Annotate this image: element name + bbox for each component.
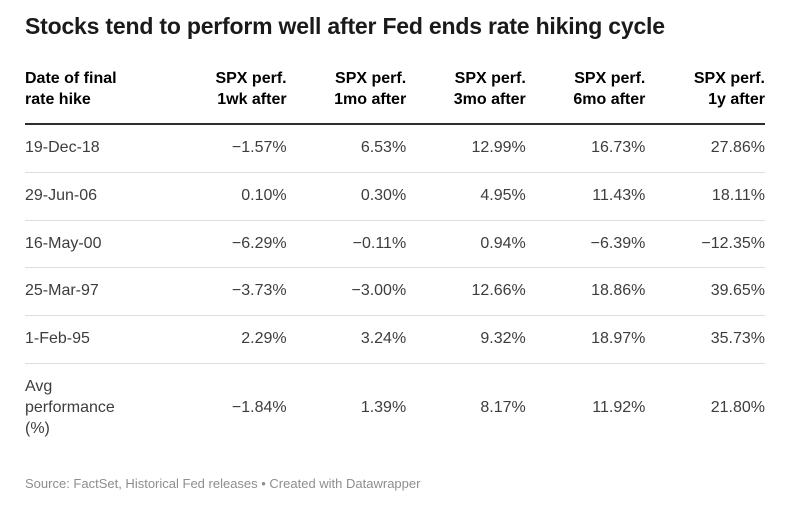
performance-table: Date of final rate hike SPX perf. 1wk af… [25,67,765,453]
value-cell: 12.66% [406,267,526,317]
value-cell: 12.99% [406,124,526,173]
value-cell: 9.32% [406,315,526,365]
value-cell: −1.84% [231,398,287,416]
table-row: 1-Feb-95 2.29% 3.24% 9.32% 18.97% 35.73% [25,315,765,365]
table-row-average: Avg performance (%) −1.84% 1.39% 8.17% 1… [25,364,765,453]
column-header-date: Date of final rate hike [25,67,167,126]
value-cell: −3.00% [286,267,407,317]
column-header-1mo: SPX perf. 1mo after [286,67,407,126]
column-header-3mo: SPX perf. 3mo after [406,67,526,126]
value-cell: 18.86% [525,267,646,317]
value-cell: 6.53% [286,124,407,173]
value-cell: 1.39% [360,398,407,416]
date-cell: 16-May-00 [25,220,167,269]
value-cell: 35.73% [645,315,765,365]
value-cell: 8.17% [480,398,526,416]
value-cell: 39.65% [645,267,765,317]
table-row: 16-May-00 −6.29% −0.11% 0.94% −6.39% −12… [25,220,765,269]
value-cell: 4.95% [406,172,526,221]
value-cell: 11.43% [525,172,646,221]
value-cell: −3.73% [167,267,287,317]
value-cell: 21.80% [710,398,765,416]
date-cell: 19-Dec-18 [25,124,167,173]
value-cell: 18.11% [645,172,765,221]
date-cell: 29-Jun-06 [25,172,167,221]
value-cell: −6.39% [525,220,646,269]
source-attribution: Source: FactSet, Historical Fed releases… [25,476,421,491]
column-header-1y: SPX perf. 1y after [645,67,765,126]
table-row: 25-Mar-97 −3.73% −3.00% 12.66% 18.86% 39… [25,267,765,317]
column-header-6mo: SPX perf. 6mo after [525,67,646,126]
table-row: 29-Jun-06 0.10% 0.30% 4.95% 11.43% 18.11… [25,172,765,221]
date-cell: 25-Mar-97 [25,267,167,317]
value-cell: 27.86% [645,124,765,173]
value-cell: −1.57% [167,124,287,173]
value-cell: 16.73% [525,124,646,173]
value-cell: −12.35% [645,220,765,269]
value-cell: −6.29% [167,220,287,269]
table-row: 19-Dec-18 −1.57% 6.53% 12.99% 16.73% 27.… [25,124,765,173]
value-cell: 2.29% [167,315,287,365]
page-title: Stocks tend to perform well after Fed en… [25,13,665,39]
date-cell: 1-Feb-95 [25,315,167,365]
header-row: Date of final rate hike SPX perf. 1wk af… [25,67,765,126]
value-cell: 0.94% [406,220,526,269]
column-header-1wk: SPX perf. 1wk after [167,67,287,126]
value-cell: 3.24% [286,315,407,365]
average-label-cell: Avg performance (%) [25,378,115,437]
value-cell: 0.30% [286,172,407,221]
value-cell: 18.97% [525,315,646,365]
value-cell: −0.11% [286,220,407,269]
value-cell: 0.10% [167,172,287,221]
value-cell: 11.92% [592,398,646,416]
